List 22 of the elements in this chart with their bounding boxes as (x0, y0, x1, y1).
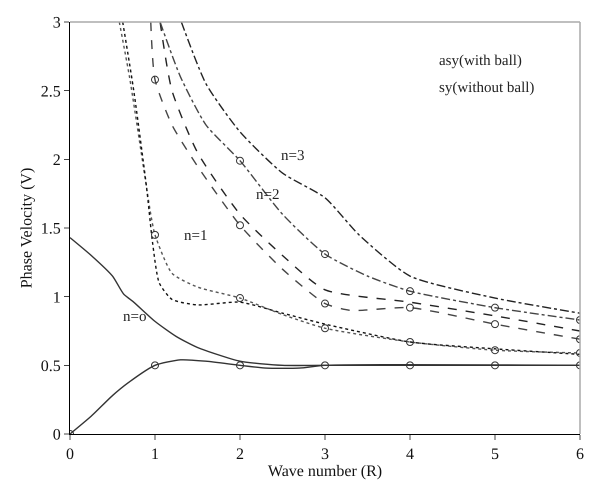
y-tick-label: 0 (52, 426, 61, 444)
y-tick-label: 2.5 (40, 83, 61, 100)
x-tick-label: 3 (321, 446, 329, 464)
annotation: n=2 (256, 187, 280, 203)
x-tick-label: 4 (406, 446, 414, 464)
annotation: asy(with ball) (439, 53, 522, 69)
x-tick-label: 5 (491, 446, 499, 464)
y-tick-label: 3 (52, 14, 61, 32)
annotation: n=1 (184, 228, 208, 244)
x-tick-label: 1 (151, 446, 159, 464)
annotation: n=o (123, 309, 146, 325)
y-tick-label: 2 (52, 152, 61, 169)
annotation: n=3 (281, 148, 304, 164)
x-tick-label: 2 (236, 446, 244, 464)
annotation: sy(without ball) (439, 80, 534, 96)
x-tick-label: 0 (66, 446, 74, 464)
y-tick-label: 0.5 (40, 358, 61, 375)
x-tick-label: 6 (576, 446, 584, 464)
x-axis-title: Wave number (R) (268, 463, 382, 480)
y-tick-label: 1 (52, 289, 61, 306)
y-axis-title: Phase Velocity (V) (18, 168, 36, 288)
y-tick-label: 1.5 (40, 220, 61, 238)
